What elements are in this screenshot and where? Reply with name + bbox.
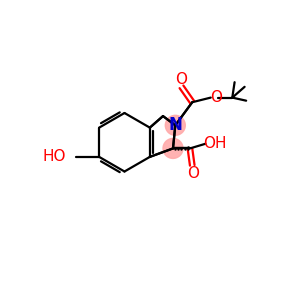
Text: HO: HO: [43, 149, 66, 164]
Circle shape: [165, 115, 185, 135]
Text: O: O: [187, 166, 199, 181]
Text: O: O: [175, 72, 187, 87]
Circle shape: [163, 138, 183, 158]
Text: N: N: [168, 116, 182, 134]
Text: OH: OH: [204, 136, 227, 151]
Text: O: O: [210, 90, 222, 105]
